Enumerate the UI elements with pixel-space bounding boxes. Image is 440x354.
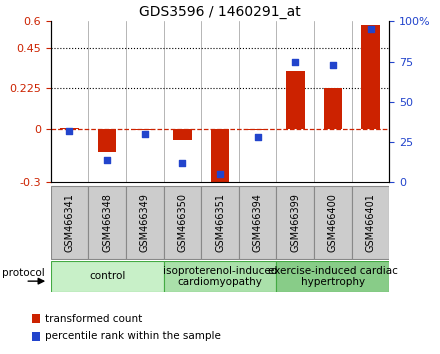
Text: GSM466399: GSM466399 bbox=[290, 193, 300, 252]
Text: GSM466341: GSM466341 bbox=[64, 193, 74, 252]
Bar bbox=[323, 88, 342, 129]
Point bbox=[103, 157, 110, 162]
Text: percentile rank within the sample: percentile rank within the sample bbox=[45, 331, 221, 342]
FancyBboxPatch shape bbox=[51, 185, 88, 259]
Bar bbox=[248, 129, 267, 130]
Text: GSM466401: GSM466401 bbox=[366, 193, 376, 252]
FancyBboxPatch shape bbox=[51, 261, 164, 292]
Text: exercise-induced cardiac
hypertrophy: exercise-induced cardiac hypertrophy bbox=[268, 266, 398, 287]
Bar bbox=[361, 25, 380, 129]
Text: GSM466400: GSM466400 bbox=[328, 193, 338, 252]
FancyBboxPatch shape bbox=[164, 185, 201, 259]
Bar bbox=[98, 129, 117, 152]
Point bbox=[367, 27, 374, 32]
Point bbox=[330, 62, 337, 68]
FancyBboxPatch shape bbox=[276, 261, 389, 292]
Point bbox=[292, 59, 299, 64]
Text: control: control bbox=[89, 272, 125, 281]
Point bbox=[254, 135, 261, 140]
Text: GSM466350: GSM466350 bbox=[177, 193, 187, 252]
Bar bbox=[173, 129, 192, 140]
Bar bbox=[32, 314, 40, 323]
Text: GSM466349: GSM466349 bbox=[140, 193, 150, 252]
Point bbox=[179, 160, 186, 166]
Point bbox=[141, 131, 148, 137]
FancyBboxPatch shape bbox=[201, 185, 239, 259]
Title: GDS3596 / 1460291_at: GDS3596 / 1460291_at bbox=[139, 5, 301, 19]
Text: GSM466394: GSM466394 bbox=[253, 193, 263, 252]
Bar bbox=[286, 72, 305, 129]
Text: GSM466348: GSM466348 bbox=[102, 193, 112, 252]
FancyBboxPatch shape bbox=[126, 185, 164, 259]
FancyBboxPatch shape bbox=[88, 185, 126, 259]
Bar bbox=[32, 332, 40, 341]
FancyBboxPatch shape bbox=[164, 261, 276, 292]
FancyBboxPatch shape bbox=[352, 185, 389, 259]
Text: isoproterenol-induced
cardiomyopathy: isoproterenol-induced cardiomyopathy bbox=[163, 266, 277, 287]
Bar bbox=[136, 129, 154, 130]
Bar bbox=[60, 128, 79, 129]
Text: transformed count: transformed count bbox=[45, 314, 142, 324]
Bar bbox=[211, 129, 229, 184]
FancyBboxPatch shape bbox=[239, 185, 276, 259]
FancyBboxPatch shape bbox=[276, 185, 314, 259]
Text: GSM466351: GSM466351 bbox=[215, 193, 225, 252]
Text: protocol: protocol bbox=[2, 268, 45, 278]
FancyBboxPatch shape bbox=[314, 185, 352, 259]
Point bbox=[66, 128, 73, 133]
Point bbox=[216, 171, 224, 177]
